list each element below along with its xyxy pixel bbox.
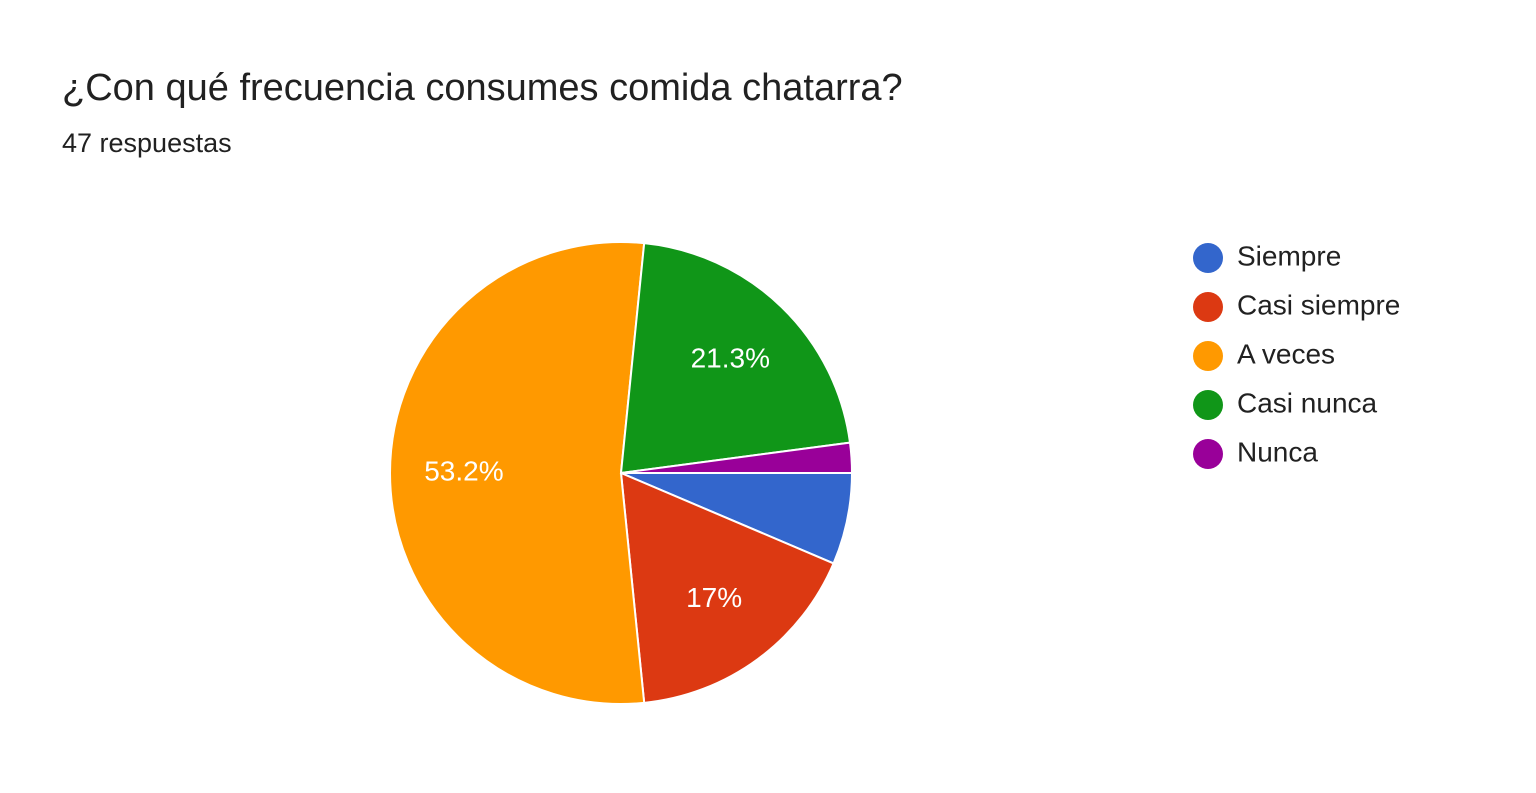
legend-swatch xyxy=(1193,292,1223,322)
legend-swatch xyxy=(1193,243,1223,273)
legend-swatch xyxy=(1193,390,1223,420)
legend-label: Siempre xyxy=(1237,240,1341,271)
chart-title: ¿Con qué frecuencia consumes comida chat… xyxy=(62,67,903,109)
legend-label: Casi nunca xyxy=(1237,387,1378,418)
pie-slice xyxy=(389,241,646,705)
legend-label: Casi siempre xyxy=(1237,289,1400,320)
data-label: 17% xyxy=(686,582,742,613)
legend-swatch xyxy=(1193,439,1223,469)
data-label: 21.3% xyxy=(691,343,770,374)
legend-label: Nunca xyxy=(1237,436,1318,467)
pie-slice xyxy=(619,471,835,704)
pie-slice xyxy=(620,441,854,474)
chart-subtitle: 47 respuestas xyxy=(62,128,232,158)
data-label: 53.2% xyxy=(424,455,503,486)
legend-swatch xyxy=(1193,341,1223,371)
pie-slice xyxy=(619,242,852,475)
legend-label: A veces xyxy=(1237,338,1335,369)
